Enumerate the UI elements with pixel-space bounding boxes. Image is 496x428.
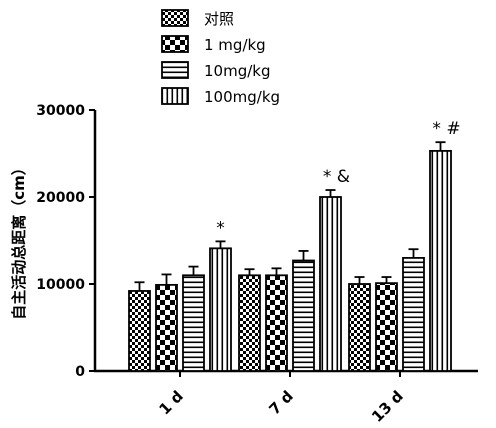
legend-label: 10mg/kg: [204, 62, 270, 80]
bar: [183, 275, 204, 371]
bar: [320, 197, 341, 371]
bar: [266, 275, 287, 371]
bar: [349, 284, 370, 371]
bars: [129, 151, 451, 371]
y-tick-label: 20000: [36, 190, 85, 206]
x-tick-label: 7 d: [265, 387, 296, 418]
legend-label: 100mg/kg: [204, 88, 280, 106]
y-axis-label: 自主活动总距离（cm）: [10, 160, 28, 320]
y-tick-label: 30000: [36, 103, 85, 119]
bar: [210, 248, 231, 371]
significance-annotation: *: [216, 218, 225, 238]
y-tick-label: 0: [75, 364, 85, 380]
error-bars: [135, 142, 446, 291]
legend-label: 对照: [204, 10, 234, 28]
bar: [403, 258, 424, 371]
legend-label: 1 mg/kg: [204, 36, 266, 54]
bar: [156, 285, 177, 371]
legend: 对照 1 mg/kg 10mg/kg 100mg/kg: [162, 10, 280, 106]
bar: [376, 283, 397, 371]
x-tick-label: 1 d: [155, 387, 186, 418]
legend-swatch: [162, 88, 188, 104]
bar: [293, 261, 314, 371]
legend-swatch: [162, 36, 188, 52]
y-tick-label: 10000: [36, 277, 85, 293]
legend-swatch: [162, 62, 188, 78]
bar: [239, 275, 260, 371]
x-tick-label: 13 d: [368, 387, 407, 426]
significance-annotation: * #: [432, 119, 460, 139]
bar: [129, 291, 150, 371]
legend-swatch: [162, 10, 188, 26]
bar: [430, 151, 451, 371]
significance-annotation: * &: [323, 167, 350, 187]
